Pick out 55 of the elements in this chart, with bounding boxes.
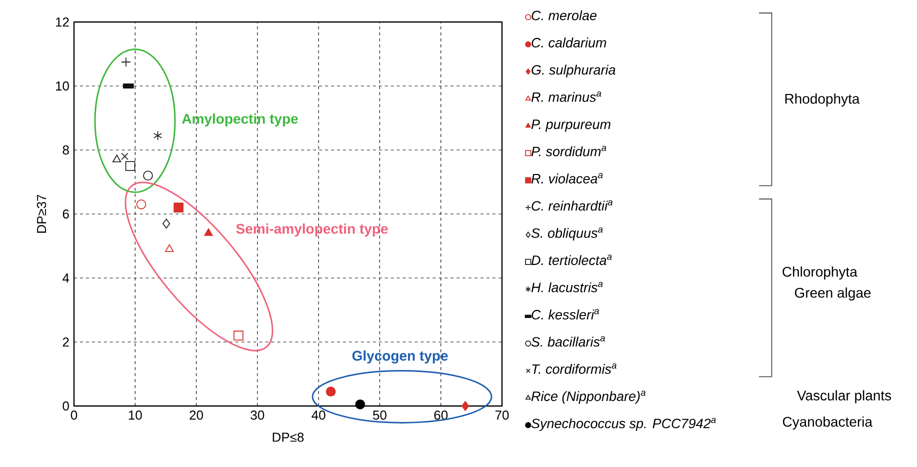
point (112, 154, 122, 162)
text: Green algae (794, 287, 871, 301)
point (462, 401, 470, 411)
point (153, 130, 162, 141)
text: Rhodophyta (785, 93, 860, 107)
legend-label: C. kessleri$^{a}$ (532, 309, 599, 320)
x-tick-label: 50 (373, 410, 386, 420)
point (326, 386, 336, 397)
x-tick-label: 30 (250, 410, 264, 420)
point (204, 228, 213, 236)
y-axis-title: DP≥37 (36, 194, 46, 233)
x-axis-title: DP≤8 (272, 432, 304, 442)
x-tick-label: 20 (190, 410, 203, 420)
x-tick-label: 70 (495, 410, 509, 420)
x-tick-label: 10 (128, 410, 142, 420)
point (125, 161, 136, 171)
annotation: Glycogen type (352, 350, 448, 364)
legend-label: C. caldarium (532, 38, 606, 48)
annotation: Semi-amylopectin type (236, 223, 388, 237)
point (162, 218, 170, 229)
legend-label: Rice (Nipponbare)$^{a}$ (531, 390, 646, 404)
legend-label: S. bacillaris$^{a}$ (531, 336, 605, 347)
legend-label: H. lacustris$^{a}$ (531, 282, 603, 292)
point (165, 244, 174, 252)
legend-label: Synechococcus sp. PCC7942$^{a}$ (531, 418, 716, 431)
text: Vascular plants (796, 390, 892, 404)
point (121, 152, 128, 160)
point (143, 170, 153, 181)
legend-label: P. sordidum$^{a}$ (531, 146, 606, 156)
x-tick-label: 40 (312, 410, 326, 420)
y-tick-label: 12 (56, 17, 69, 27)
annotation: Amylopectin type (182, 113, 298, 127)
y-tick-label: 6 (62, 209, 69, 219)
point (355, 399, 366, 410)
point (136, 199, 146, 210)
text: Chlorophyta (782, 266, 858, 280)
legend-label: S. obliquus$^{a}$ (531, 227, 603, 241)
point (174, 202, 184, 213)
legend-label: G. sulphuraria (532, 64, 616, 78)
legend-label: C. reinhardtii$^{a}$ (532, 200, 612, 211)
legend-label: P. purpureum (531, 120, 610, 132)
legend-label: R. marinus$^{a}$ (531, 91, 602, 102)
x-tick-label: 0 (70, 410, 78, 420)
x-tick-label: 60 (434, 410, 448, 420)
point (234, 330, 244, 341)
y-tick-label: 2 (62, 337, 69, 347)
legend-label: C. merolae (532, 10, 596, 20)
legend-label: R. violacea$^{a}$ (531, 173, 603, 184)
text: Cyanobacteria (782, 416, 872, 430)
y-tick-label: 0 (62, 401, 69, 411)
y-tick-label: 10 (56, 81, 69, 91)
legend-label: D. tertiolecta$^{a}$ (531, 254, 612, 266)
y-tick-label: 4 (62, 274, 70, 282)
y-tick-label: 8 (62, 145, 69, 155)
legend-label: T. cordiformis$^{a}$ (532, 363, 616, 374)
